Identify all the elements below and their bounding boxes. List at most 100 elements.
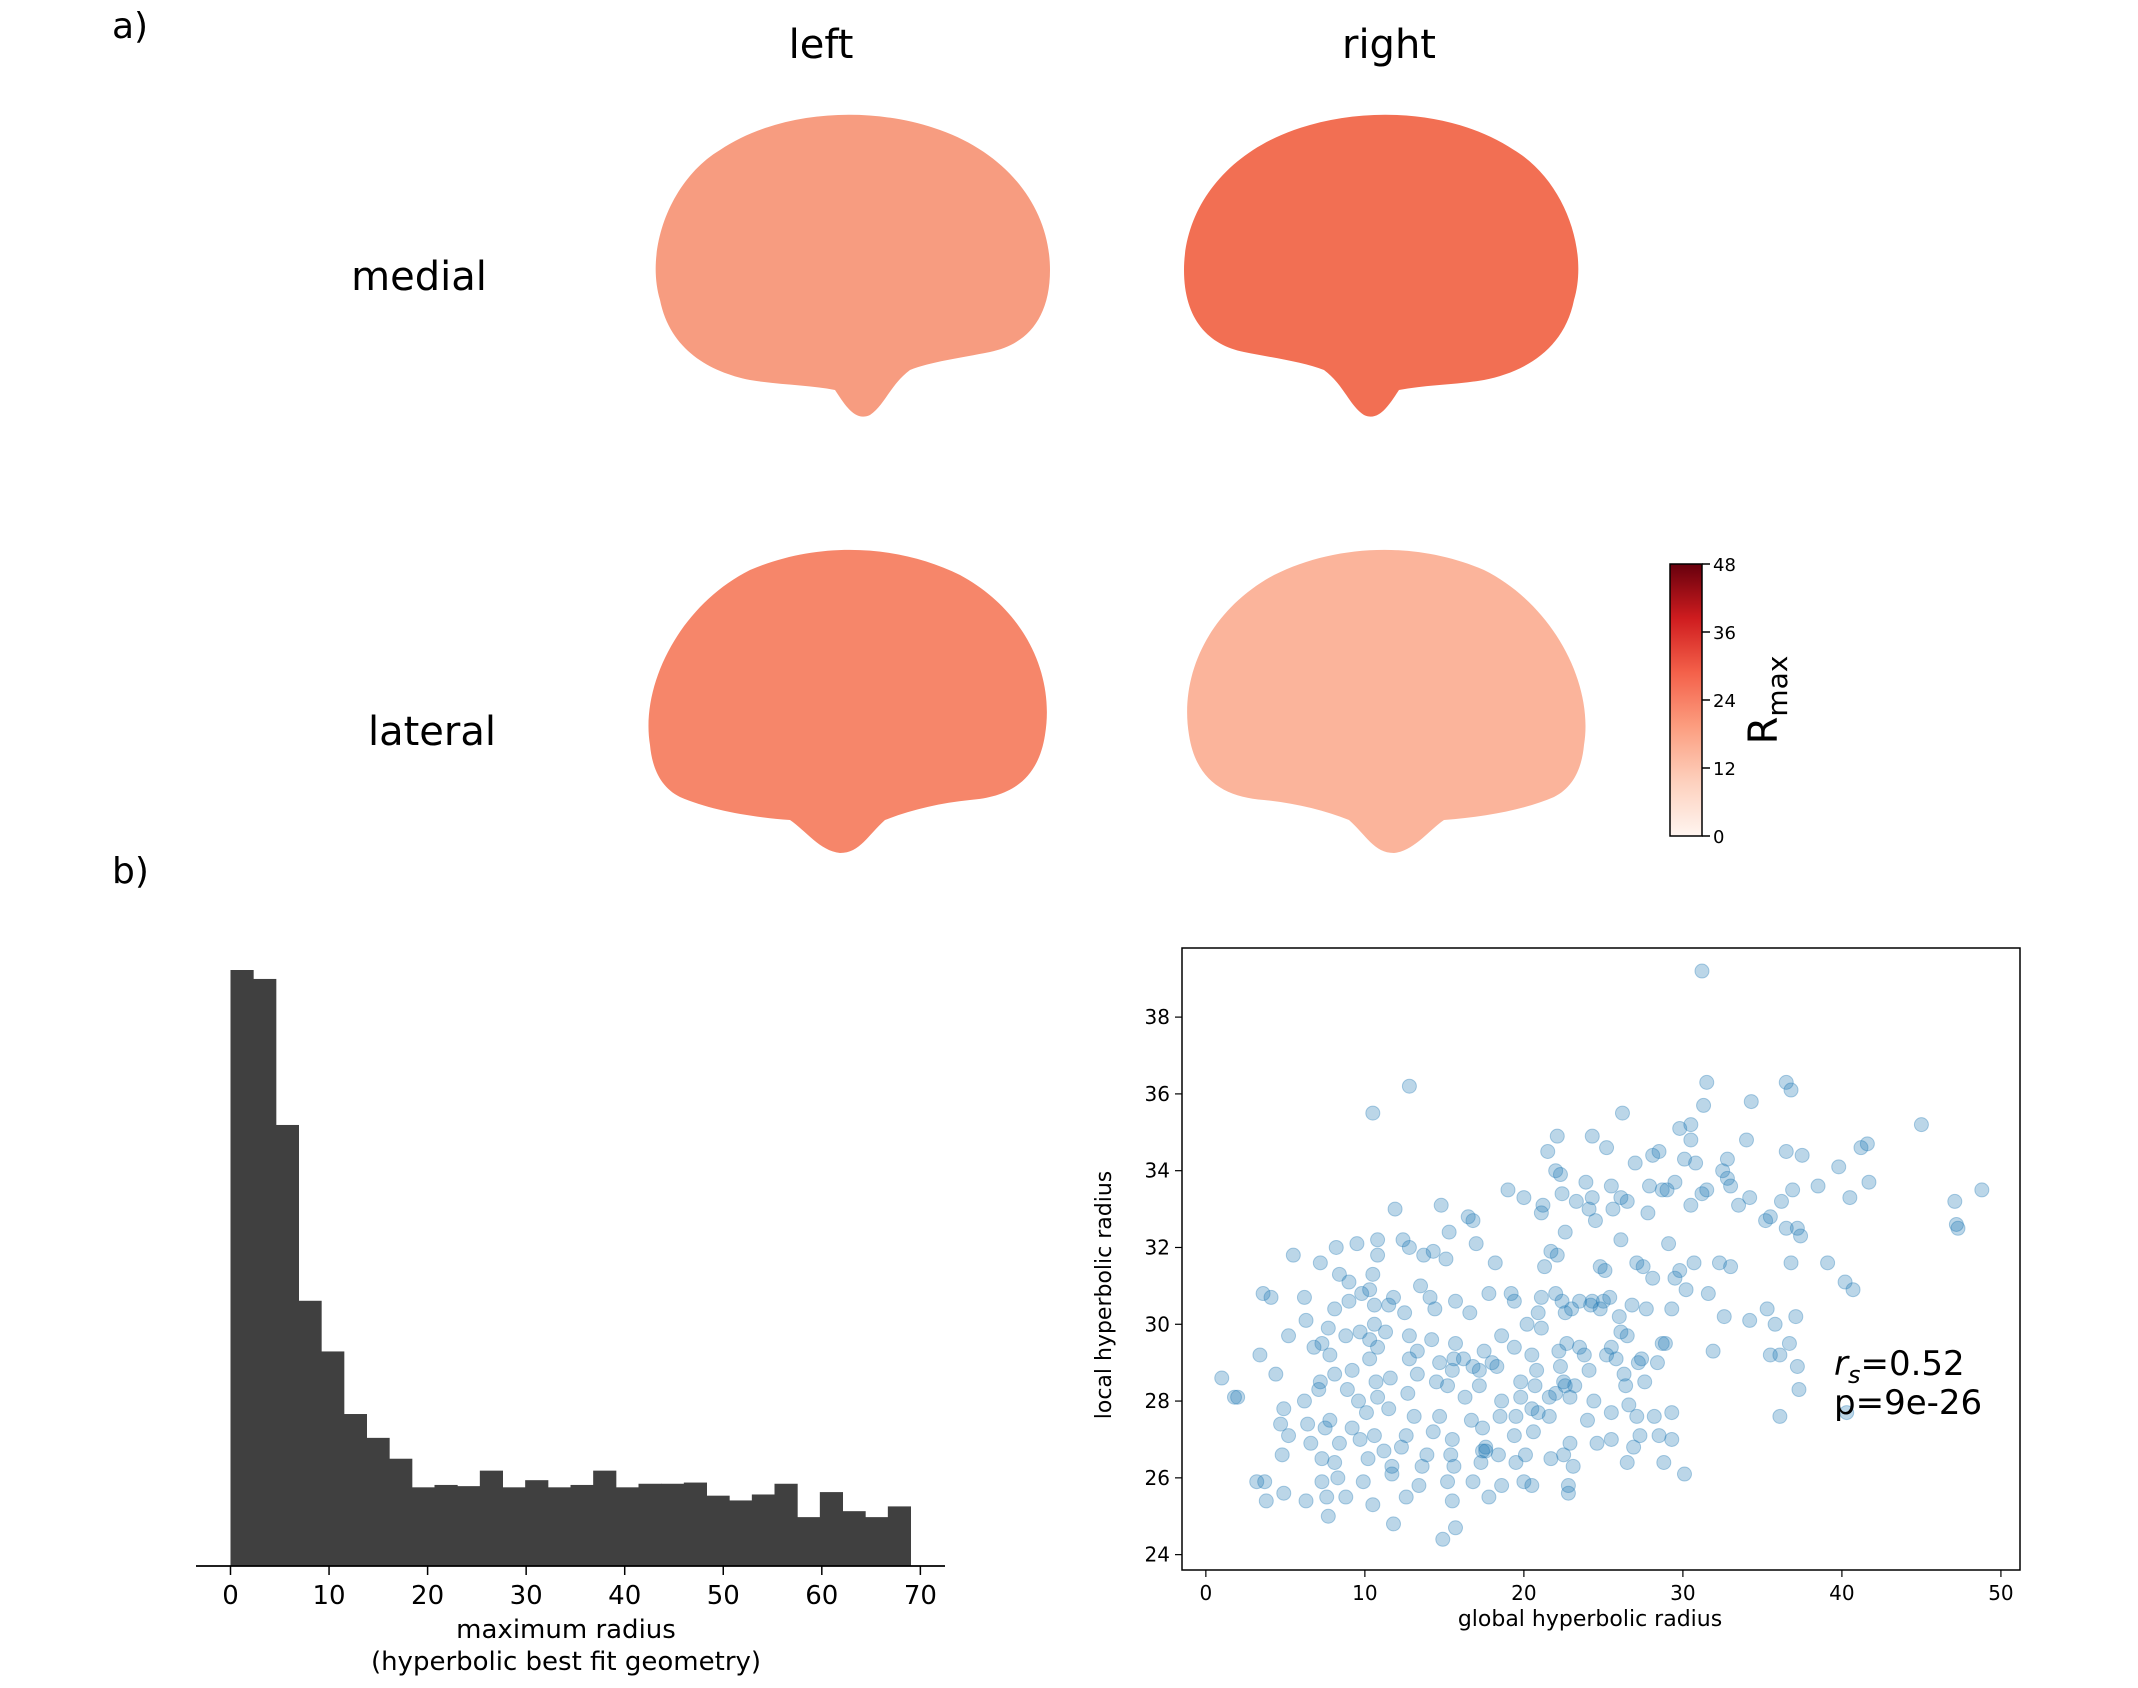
correlation-p: p=9e-26 xyxy=(1834,1383,1982,1423)
scatter-point xyxy=(1400,1385,1416,1401)
scatter-point xyxy=(1314,1451,1330,1467)
scatter-y-tick-label: 32 xyxy=(1145,1235,1170,1259)
scatter-point xyxy=(1654,1182,1670,1198)
scatter-point xyxy=(1586,1393,1602,1409)
scatter-point xyxy=(1742,1190,1758,1206)
scatter-point xyxy=(1478,1443,1494,1459)
scatter-point xyxy=(1354,1286,1370,1302)
histogram-bar xyxy=(502,1487,526,1566)
scatter-point xyxy=(1646,1408,1662,1424)
scatter-point xyxy=(1381,1401,1397,1417)
histogram-bar xyxy=(638,1483,662,1566)
scatter-point xyxy=(1548,1163,1564,1179)
scatter-point xyxy=(1465,1474,1481,1490)
scatter-point xyxy=(1519,1316,1535,1332)
scatter-point xyxy=(1641,1178,1657,1194)
scatter-point xyxy=(1608,1351,1624,1367)
scatter-point xyxy=(1328,1239,1344,1255)
scatter-point xyxy=(1853,1140,1869,1156)
scatter-point xyxy=(1327,1301,1343,1317)
scatter-x-tick-label: 20 xyxy=(1511,1581,1536,1605)
scatter-point xyxy=(1281,1328,1297,1344)
scatter-point xyxy=(1621,1397,1637,1413)
scatter-point xyxy=(1494,1478,1510,1494)
scatter-point xyxy=(1592,1259,1608,1275)
scatter-point xyxy=(1554,1293,1570,1309)
scatter-point xyxy=(1327,1454,1343,1470)
scatter-point xyxy=(1506,1293,1522,1309)
scatter-point xyxy=(1508,1454,1524,1470)
scatter-point xyxy=(1525,1424,1541,1440)
scatter-point xyxy=(1767,1316,1783,1332)
scatter-point xyxy=(1494,1328,1510,1344)
scatter-point xyxy=(1362,1351,1378,1367)
scatter-point xyxy=(1603,1405,1619,1421)
scatter-point xyxy=(1699,1074,1715,1090)
scatter-point xyxy=(1694,1186,1710,1202)
scatter-point xyxy=(1778,1220,1794,1236)
scatter-point xyxy=(1281,1428,1297,1444)
scatter-point xyxy=(1263,1289,1279,1305)
histogram-bar xyxy=(253,978,277,1566)
scatter-point xyxy=(1793,1228,1809,1244)
scatter-point xyxy=(1382,1370,1398,1386)
scatter-point xyxy=(1492,1408,1508,1424)
scatter-point xyxy=(1597,1263,1613,1279)
scatter-point xyxy=(1654,1335,1670,1351)
scatter-point xyxy=(1611,1309,1627,1325)
scatter-point xyxy=(1560,1478,1576,1494)
scatter-point xyxy=(1362,1282,1378,1298)
histogram-x-tick-label: 50 xyxy=(707,1581,740,1611)
scatter-point xyxy=(1562,1389,1578,1405)
scatter-point xyxy=(1629,1408,1645,1424)
scatter-point xyxy=(1506,1428,1522,1444)
scatter-point xyxy=(1425,1424,1441,1440)
scatter-point xyxy=(1783,1255,1799,1271)
scatter-point xyxy=(1715,1163,1731,1179)
scatter-point xyxy=(1759,1301,1775,1317)
scatter-point xyxy=(1579,1412,1595,1428)
scatter-point xyxy=(1249,1474,1265,1490)
scatter-point xyxy=(1626,1439,1642,1455)
histogram-x-tick-label: 60 xyxy=(805,1581,838,1611)
scatter-point xyxy=(1974,1182,1990,1198)
scatter-point xyxy=(1842,1190,1858,1206)
scatter-point xyxy=(1338,1328,1354,1344)
histogram-bar xyxy=(298,1300,322,1566)
scatter-point xyxy=(1401,1328,1417,1344)
scatter-point xyxy=(1584,1128,1600,1144)
colorbar: 48 36 24 12 0 Rmax xyxy=(1669,555,1794,848)
scatter-point xyxy=(1556,1374,1572,1390)
scatter-point xyxy=(1537,1259,1553,1275)
scatter-point xyxy=(1948,1216,1964,1232)
scatter-point xyxy=(1285,1247,1301,1263)
scatter-point xyxy=(1554,1186,1570,1202)
scatter-point xyxy=(1562,1435,1578,1451)
scatter-point xyxy=(1603,1339,1619,1355)
scatter-point xyxy=(1378,1324,1394,1340)
scatter-point xyxy=(1559,1335,1575,1351)
scatter-point xyxy=(1440,1474,1456,1490)
scatter-point xyxy=(1352,1431,1368,1447)
scatter-point xyxy=(1688,1155,1704,1171)
histogram-bar xyxy=(661,1483,685,1566)
scatter-point xyxy=(1789,1359,1805,1375)
scatter-point xyxy=(1788,1309,1804,1325)
scatter-x-tick-label: 50 xyxy=(1988,1581,2013,1605)
scatter-point xyxy=(1448,1293,1464,1309)
scatter-point xyxy=(1572,1293,1588,1309)
scatter-point xyxy=(1395,1232,1411,1248)
scatter-point xyxy=(1543,1451,1559,1467)
scatter-point xyxy=(1592,1301,1608,1317)
scatter-point xyxy=(1541,1408,1557,1424)
scatter-point xyxy=(1778,1143,1794,1159)
scatter-point xyxy=(1513,1389,1529,1405)
histogram-bar xyxy=(819,1492,844,1566)
scatter-point xyxy=(1651,1143,1667,1159)
scatter-point xyxy=(1533,1289,1549,1305)
scatter-point xyxy=(1331,1266,1347,1282)
scatter-point xyxy=(1327,1366,1343,1382)
scatter-point xyxy=(1257,1474,1273,1490)
scatter-point xyxy=(1686,1255,1702,1271)
scatter-point xyxy=(1322,1347,1338,1363)
